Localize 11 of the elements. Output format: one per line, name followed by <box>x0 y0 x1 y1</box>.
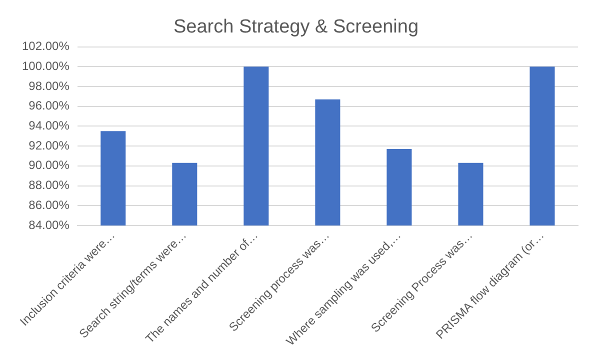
y-tick-label: 100.00% <box>22 58 70 73</box>
y-tick-label: 90.00% <box>28 158 70 172</box>
y-tick-label: 84.00% <box>28 218 70 232</box>
y-tick-label: 86.00% <box>28 198 70 212</box>
y-tick-label: 94.00% <box>28 118 70 133</box>
y-tick-label: 102.00% <box>22 39 70 54</box>
chart-title: Search Strategy & Screening <box>173 16 419 38</box>
y-tick-label: 88.00% <box>28 178 70 192</box>
y-tick-label: 98.00% <box>28 78 70 93</box>
y-tick-label: 92.00% <box>28 138 70 152</box>
y-tick-label: 96.00% <box>28 98 70 113</box>
